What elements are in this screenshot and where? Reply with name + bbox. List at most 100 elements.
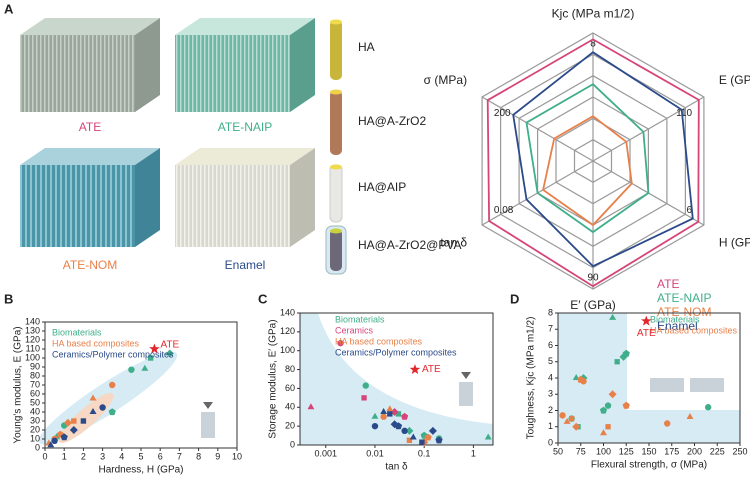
highlight-point (641, 315, 652, 326)
point (580, 378, 587, 385)
x-tick-label: 250 (732, 446, 747, 456)
x-tick-label: 3 (100, 451, 105, 461)
x-tick-label: 50 (553, 446, 563, 456)
panel-label: A (4, 1, 14, 16)
y-axis-label: Storage modulus, E′ (GPa) (268, 319, 279, 438)
x-axis-label: Hardness, H (GPa) (98, 465, 183, 476)
x-tick-label: 0.01 (366, 448, 384, 458)
point (387, 411, 393, 417)
point (600, 429, 607, 436)
y-tick-label: 0 (290, 439, 295, 449)
x-tick-label: 1 (62, 451, 67, 461)
y-tick-label: 120 (25, 334, 40, 344)
y-axis-label: Young's modulus, E (GPa) (13, 326, 24, 443)
x-tick-label: 175 (664, 446, 679, 456)
point (405, 426, 414, 435)
x-tick-label: 10 (232, 451, 242, 461)
x-tick-label: 150 (641, 446, 656, 456)
x-tick-label: 7 (177, 451, 182, 461)
y-tick-label: 40 (285, 402, 295, 412)
radar-axis-label: E (GPa) (719, 73, 750, 87)
point (424, 433, 432, 441)
structure-label: ATE-NOM (63, 258, 117, 272)
point (60, 433, 68, 441)
legend-entry: Ceramics (335, 325, 374, 335)
y-tick-label: 70 (30, 379, 40, 389)
y-tick-label: 80 (30, 370, 40, 380)
point (409, 433, 417, 440)
structure-label: Enamel (225, 258, 266, 272)
x-tick-label: 9 (215, 451, 220, 461)
legend-entry: ATE-NOM (657, 305, 711, 319)
point (89, 394, 97, 401)
point (419, 439, 425, 445)
panel-label: C (258, 291, 268, 306)
point (604, 402, 612, 409)
x-tick-label: 125 (619, 446, 634, 456)
point (569, 415, 575, 422)
x-axis-label: tan δ (385, 462, 408, 473)
y-tick-label: 1 (548, 421, 553, 431)
legend-entry: Ceramics/Polymer composites (52, 349, 174, 359)
y-tick-label: 140 (280, 307, 295, 317)
point (664, 420, 671, 427)
point (622, 349, 630, 357)
x-tick-label: 2 (81, 451, 86, 461)
point (109, 381, 116, 389)
radar-axis-label: σ (MPa) (424, 73, 467, 87)
x-tick-label: 75 (576, 446, 586, 456)
structure-label: ATE (79, 120, 101, 134)
point (390, 408, 399, 416)
y-tick-label: 130 (25, 325, 40, 335)
structure-label: ATE-NAIP (218, 120, 272, 134)
radar-axis-max: 110 (676, 108, 692, 119)
point (362, 382, 369, 389)
point (704, 404, 712, 411)
point (428, 426, 437, 435)
point (622, 401, 630, 409)
component-label: HA@AIP (358, 180, 406, 194)
y-tick-label: 60 (285, 383, 295, 393)
point (401, 427, 408, 435)
legend-entry: ATE (657, 277, 679, 291)
point (380, 413, 387, 420)
y-tick-label: 4 (548, 372, 553, 382)
y-tick-label: 40 (30, 406, 40, 416)
y-tick-label: 5 (548, 356, 553, 366)
point (686, 413, 694, 419)
legend-entry: HA based composites (650, 325, 738, 335)
x-tick-label: 100 (596, 446, 611, 456)
x-tick-label: 200 (687, 446, 702, 456)
y-tick-label: 80 (285, 364, 295, 374)
highlight-label: ATE (160, 340, 179, 351)
point (128, 366, 135, 373)
y-tick-label: 110 (26, 343, 40, 353)
point (371, 412, 379, 419)
legend-entry: Enamel (657, 319, 698, 333)
point (484, 433, 492, 440)
y-tick-label: 120 (280, 326, 295, 336)
component-label: HA@A-ZrO2 (358, 114, 427, 128)
y-tick-label: 100 (280, 345, 295, 355)
x-tick-label: 0.1 (418, 448, 431, 458)
point (572, 422, 581, 431)
y-tick-label: 20 (285, 421, 295, 431)
radar-axis-max: 6 (687, 205, 693, 216)
radar-axis-max: 90 (587, 273, 599, 284)
x-tick-label: 225 (710, 446, 725, 456)
y-tick-label: 140 (25, 316, 40, 326)
y-axis-label: Toughness, Kjc (MPa m1/2) (526, 317, 537, 440)
y-tick-label: 0 (35, 442, 40, 452)
x-tick-label: 5 (138, 451, 143, 461)
radar-axis-max: 200 (494, 108, 511, 119)
legend-entry: HA based composites (52, 338, 140, 348)
point (599, 406, 608, 414)
point (608, 390, 617, 399)
radar-axis-label: E′ (GPa) (570, 298, 616, 312)
component-label: HA@A-ZrO2@PVA (358, 238, 462, 252)
y-tick-label: 20 (30, 424, 40, 434)
radar-series (525, 83, 650, 234)
panel-label: D (510, 291, 519, 306)
radar-axis-label: Kjc (MPa m1/2) (552, 6, 635, 20)
radar-series (512, 51, 694, 268)
